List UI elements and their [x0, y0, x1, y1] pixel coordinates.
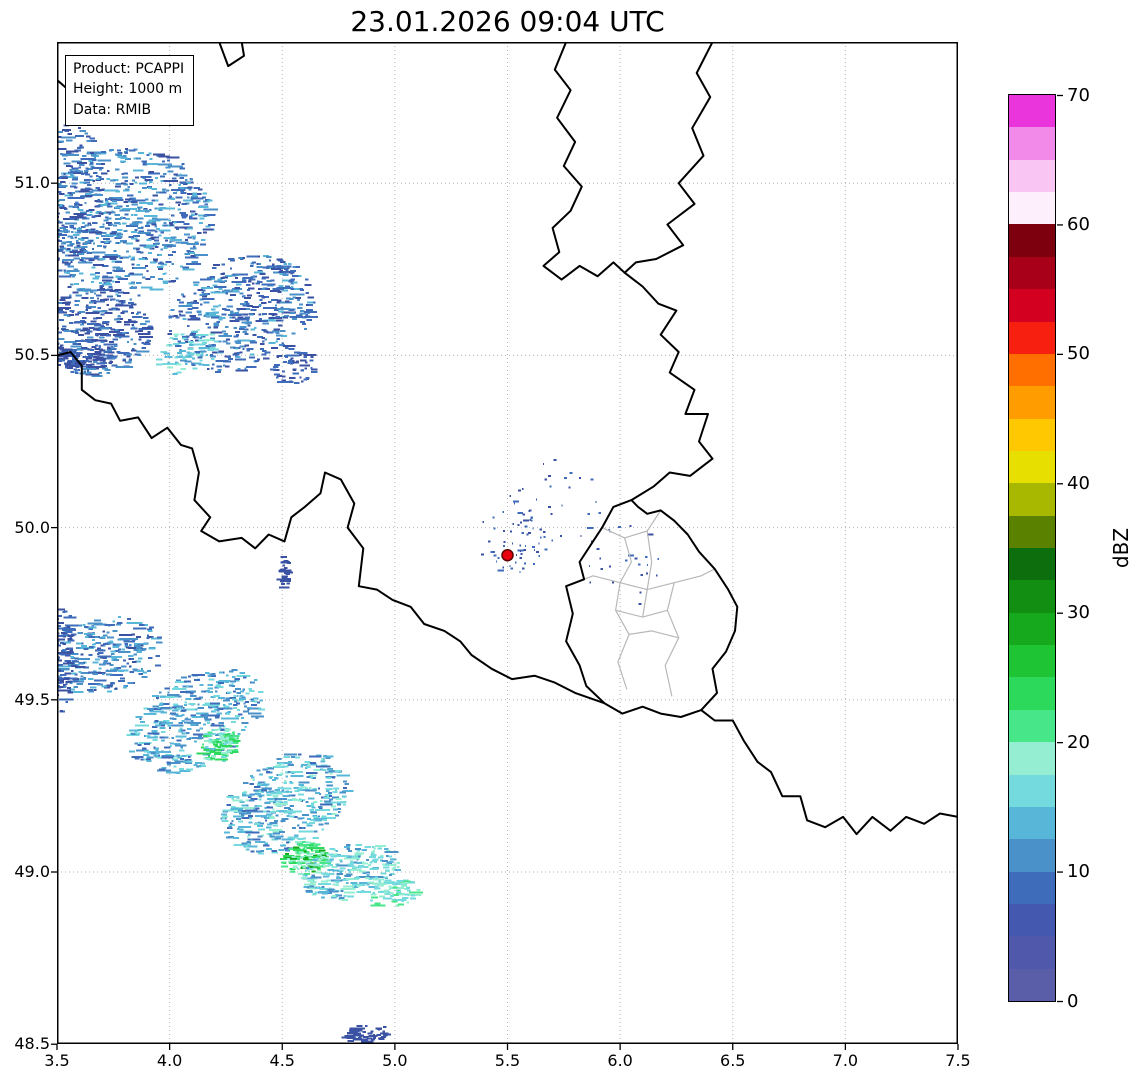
- colorbar-segment: [1009, 871, 1055, 904]
- colorbar-gradient: [1009, 95, 1055, 1002]
- colorbar-segment: [1009, 256, 1055, 290]
- colorbar-segment: [1009, 709, 1055, 743]
- x-tick-label: 4.0: [156, 1051, 183, 1070]
- colorbar-segment: [1009, 903, 1055, 937]
- colorbar-segment: [1009, 677, 1055, 710]
- colorbar-tick-label: 30: [1067, 602, 1090, 624]
- y-tick-label: 50.0: [14, 517, 50, 537]
- x-tick-label: 6.5: [720, 1051, 746, 1070]
- y-tick-label: 50.5: [14, 345, 50, 365]
- x-tick-label: 7.0: [832, 1051, 859, 1070]
- colorbar-tick-label: 40: [1067, 472, 1090, 494]
- colorbar-segment: [1009, 224, 1055, 257]
- height-label: Height: 1000 m: [73, 81, 183, 98]
- figure-title: 23.01.2026 09:04 UTC: [350, 5, 665, 38]
- colorbar-tick-label: 0: [1067, 990, 1079, 1012]
- colorbar-segment: [1009, 95, 1055, 128]
- colorbar-segment: [1009, 321, 1055, 354]
- x-tick-label: 5.5: [494, 1051, 521, 1070]
- product-info-box: Product: PCAPPI Height: 1000 m Data: RMI…: [65, 55, 195, 126]
- colorbar-segment: [1009, 450, 1055, 484]
- colorbar-segment: [1009, 483, 1055, 516]
- y-tick-label: 49.0: [14, 862, 50, 881]
- luxembourg-district-borders: [565, 510, 715, 697]
- colorbar-segment: [1009, 968, 1055, 1002]
- colorbar-segment: [1009, 289, 1055, 322]
- colorbar-segment: [1009, 612, 1055, 646]
- colorbar-segment: [1009, 806, 1055, 840]
- y-tick-label: 49.5: [14, 689, 50, 709]
- colorbar-segment: [1009, 127, 1055, 160]
- colorbar-tick-label: 50: [1067, 343, 1090, 365]
- y-tick-label: 48.5: [14, 1034, 50, 1054]
- colorbar-segment: [1009, 386, 1055, 419]
- colorbar-tick-label: 10: [1067, 861, 1090, 883]
- x-tick-label: 3.5: [44, 1051, 70, 1070]
- colorbar-segment: [1009, 548, 1055, 581]
- y-tick-label: 51.0: [14, 173, 50, 193]
- x-tick-label: 4.5: [269, 1051, 295, 1070]
- colorbar-label: dBZ: [1109, 527, 1133, 569]
- colorbar-segment: [1009, 580, 1055, 613]
- colorbar-segment: [1009, 353, 1055, 387]
- colorbar-segment: [1009, 645, 1055, 678]
- colorbar-segment: [1009, 418, 1055, 451]
- colorbar-tick-label: 60: [1067, 213, 1090, 235]
- radar-site-marker: [501, 548, 514, 562]
- product-label: Product: PCAPPI: [73, 61, 185, 77]
- map-plot-area: Product: PCAPPI Height: 1000 m Data: RMI…: [57, 42, 958, 1044]
- radar-echoes: [57, 120, 660, 1044]
- colorbar-segment: [1009, 742, 1055, 775]
- colorbar: [1008, 94, 1056, 1002]
- data-source-label: Data: RMIB: [73, 101, 152, 118]
- colorbar-segment: [1009, 774, 1055, 807]
- gridlines: [57, 42, 958, 1044]
- colorbar-segment: [1009, 936, 1055, 969]
- colorbar-tick-label: 20: [1067, 731, 1090, 753]
- x-tick-label: 5.0: [382, 1051, 408, 1070]
- colorbar-segment: [1009, 159, 1055, 193]
- colorbar-segment: [1009, 839, 1055, 872]
- x-tick-label: 6.0: [607, 1051, 633, 1070]
- x-tick-label: 7.5: [945, 1051, 971, 1070]
- plot-frame: [57, 42, 958, 1044]
- colorbar-segment: [1009, 515, 1055, 549]
- colorbar-tick-label: 70: [1067, 84, 1090, 106]
- radar-map-canvas: [57, 42, 958, 1044]
- colorbar-segment: [1009, 192, 1055, 225]
